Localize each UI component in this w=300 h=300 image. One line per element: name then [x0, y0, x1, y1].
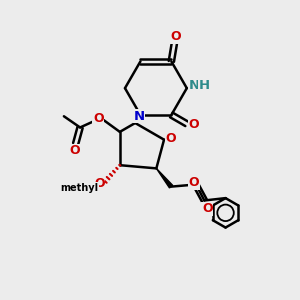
Text: O: O	[94, 177, 104, 190]
Text: H: H	[199, 79, 210, 92]
Text: methyl: methyl	[61, 183, 99, 193]
Text: O: O	[188, 118, 199, 131]
Text: N: N	[189, 79, 200, 92]
Text: O: O	[70, 144, 80, 157]
Text: methyl: methyl	[85, 190, 89, 191]
Polygon shape	[135, 114, 142, 123]
Text: O: O	[93, 112, 104, 125]
Text: O: O	[166, 132, 176, 145]
Text: O: O	[189, 176, 200, 189]
Text: O: O	[202, 202, 213, 215]
Text: N: N	[134, 110, 145, 123]
Polygon shape	[156, 168, 173, 188]
Text: O: O	[170, 30, 181, 43]
